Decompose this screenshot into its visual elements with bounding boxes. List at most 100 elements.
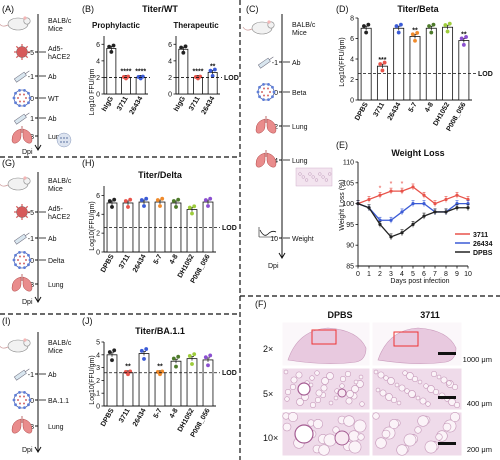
data-point — [176, 354, 181, 359]
lung-icon — [22, 128, 33, 144]
virus-icon-spike — [267, 98, 270, 102]
roi-box — [393, 331, 419, 347]
panel-label-h: (H) — [82, 158, 95, 168]
bar — [154, 201, 166, 253]
virus-icon-core — [23, 402, 25, 405]
data-point — [203, 355, 208, 360]
timeline-event-label: Ab — [48, 116, 57, 123]
series-point — [400, 189, 404, 193]
data-point — [447, 21, 452, 26]
y-tick-label: 2 — [96, 231, 100, 238]
timeline-event-label: Mice — [48, 348, 63, 355]
histology-thumbnail-cell — [301, 175, 305, 179]
alveolus — [423, 383, 429, 389]
timeline-unit-label: Dpi — [22, 447, 33, 454]
series-point — [400, 210, 404, 214]
x-category-label: hIgG — [173, 95, 187, 113]
alveolus — [314, 396, 322, 404]
alveolus — [430, 370, 438, 378]
data-point — [112, 348, 117, 353]
panel-d-title: Titer/Beta — [397, 4, 439, 14]
alveolus — [402, 370, 408, 376]
significance-label: * — [390, 181, 393, 188]
panel-b-ylabel: Log10 FFU/gm — [89, 68, 96, 115]
virus-icon-core — [23, 93, 25, 96]
timeline-day-label: 0 — [30, 398, 34, 405]
panel-e-title: Weight Loss — [391, 148, 444, 158]
syringe-icon-needle — [25, 232, 30, 236]
y-tick-label: 2 — [350, 77, 354, 84]
virus-icon-core — [19, 255, 21, 258]
panel-d-ylabel: Log10(FFU/gm) — [339, 37, 346, 86]
bronchiole — [294, 424, 314, 444]
virus-icon-core — [267, 94, 269, 97]
tissue-icon-cell — [66, 141, 68, 143]
timeline-arrow — [34, 296, 42, 303]
virus-icon-spike — [18, 266, 21, 270]
y-tick-label: 0 — [350, 98, 354, 105]
data-point — [181, 50, 186, 55]
virus-icon-spike — [27, 393, 30, 397]
roi-box — [311, 329, 337, 345]
alveolus — [396, 444, 408, 456]
series-point — [389, 235, 393, 239]
histology-thumbnail-cell — [305, 178, 309, 182]
virus-icon-spike — [18, 104, 21, 108]
alveolus — [450, 412, 460, 422]
timeline-event-label: Ab — [292, 60, 301, 67]
x-category-label: 5-7 — [153, 407, 164, 419]
virus-icon-spike — [18, 250, 21, 254]
tissue-icon-cell — [66, 137, 68, 139]
y-tick-label: 6 — [168, 42, 172, 49]
series-point — [367, 197, 371, 202]
alveolus — [289, 383, 297, 391]
alveolus — [419, 397, 427, 405]
alveolus — [432, 388, 440, 396]
virus-icon-spike — [23, 266, 26, 270]
bar — [442, 26, 454, 101]
data-point — [123, 199, 128, 203]
timeline-event-label: Ab — [48, 74, 57, 81]
alveolus — [394, 382, 400, 388]
timeline-day-label: 4 — [274, 158, 278, 165]
legend-label-dpbs: DPBS — [473, 250, 493, 257]
data-point — [144, 347, 149, 351]
x-category-label: 3711 — [188, 95, 202, 112]
y-tick-label: 0 — [96, 404, 100, 411]
lod-label: LOD — [478, 71, 493, 78]
timeline-event-label: Ad5- — [48, 206, 63, 213]
virus-icon-spike — [18, 406, 21, 410]
alveolus — [328, 400, 334, 406]
x-category-label: 26434 — [129, 95, 145, 115]
virus-icon-spike — [18, 88, 21, 92]
y-tick-label: 95 — [346, 222, 354, 229]
x-category-label: DPBS — [100, 253, 116, 274]
virus-icon-core — [23, 255, 25, 258]
lod-label: LOD — [222, 370, 237, 377]
data-point — [187, 205, 192, 210]
data-point — [179, 45, 184, 50]
virus-icon-spike — [12, 398, 16, 402]
scale-bar — [438, 442, 456, 445]
data-point — [382, 60, 387, 65]
x-category-label: 4-8 — [424, 101, 435, 113]
series-point — [356, 202, 360, 206]
weight-curve-icon — [259, 229, 277, 236]
data-point — [160, 196, 165, 201]
alveolus — [343, 415, 355, 427]
data-point — [394, 24, 399, 29]
timeline-event-label: Mice — [48, 186, 63, 193]
panel-j-title: Titer/BA.1.1 — [135, 326, 185, 336]
panel-label-g: (G) — [2, 158, 15, 168]
alveolus — [357, 433, 365, 441]
y-tick-label: 105 — [342, 180, 354, 187]
alveolus — [442, 422, 452, 432]
alveolus — [436, 374, 442, 380]
data-point — [206, 204, 210, 208]
alveolus — [309, 375, 315, 381]
y-tick-label: 6 — [350, 36, 354, 43]
alveolus — [344, 370, 352, 378]
series-point — [400, 231, 404, 235]
